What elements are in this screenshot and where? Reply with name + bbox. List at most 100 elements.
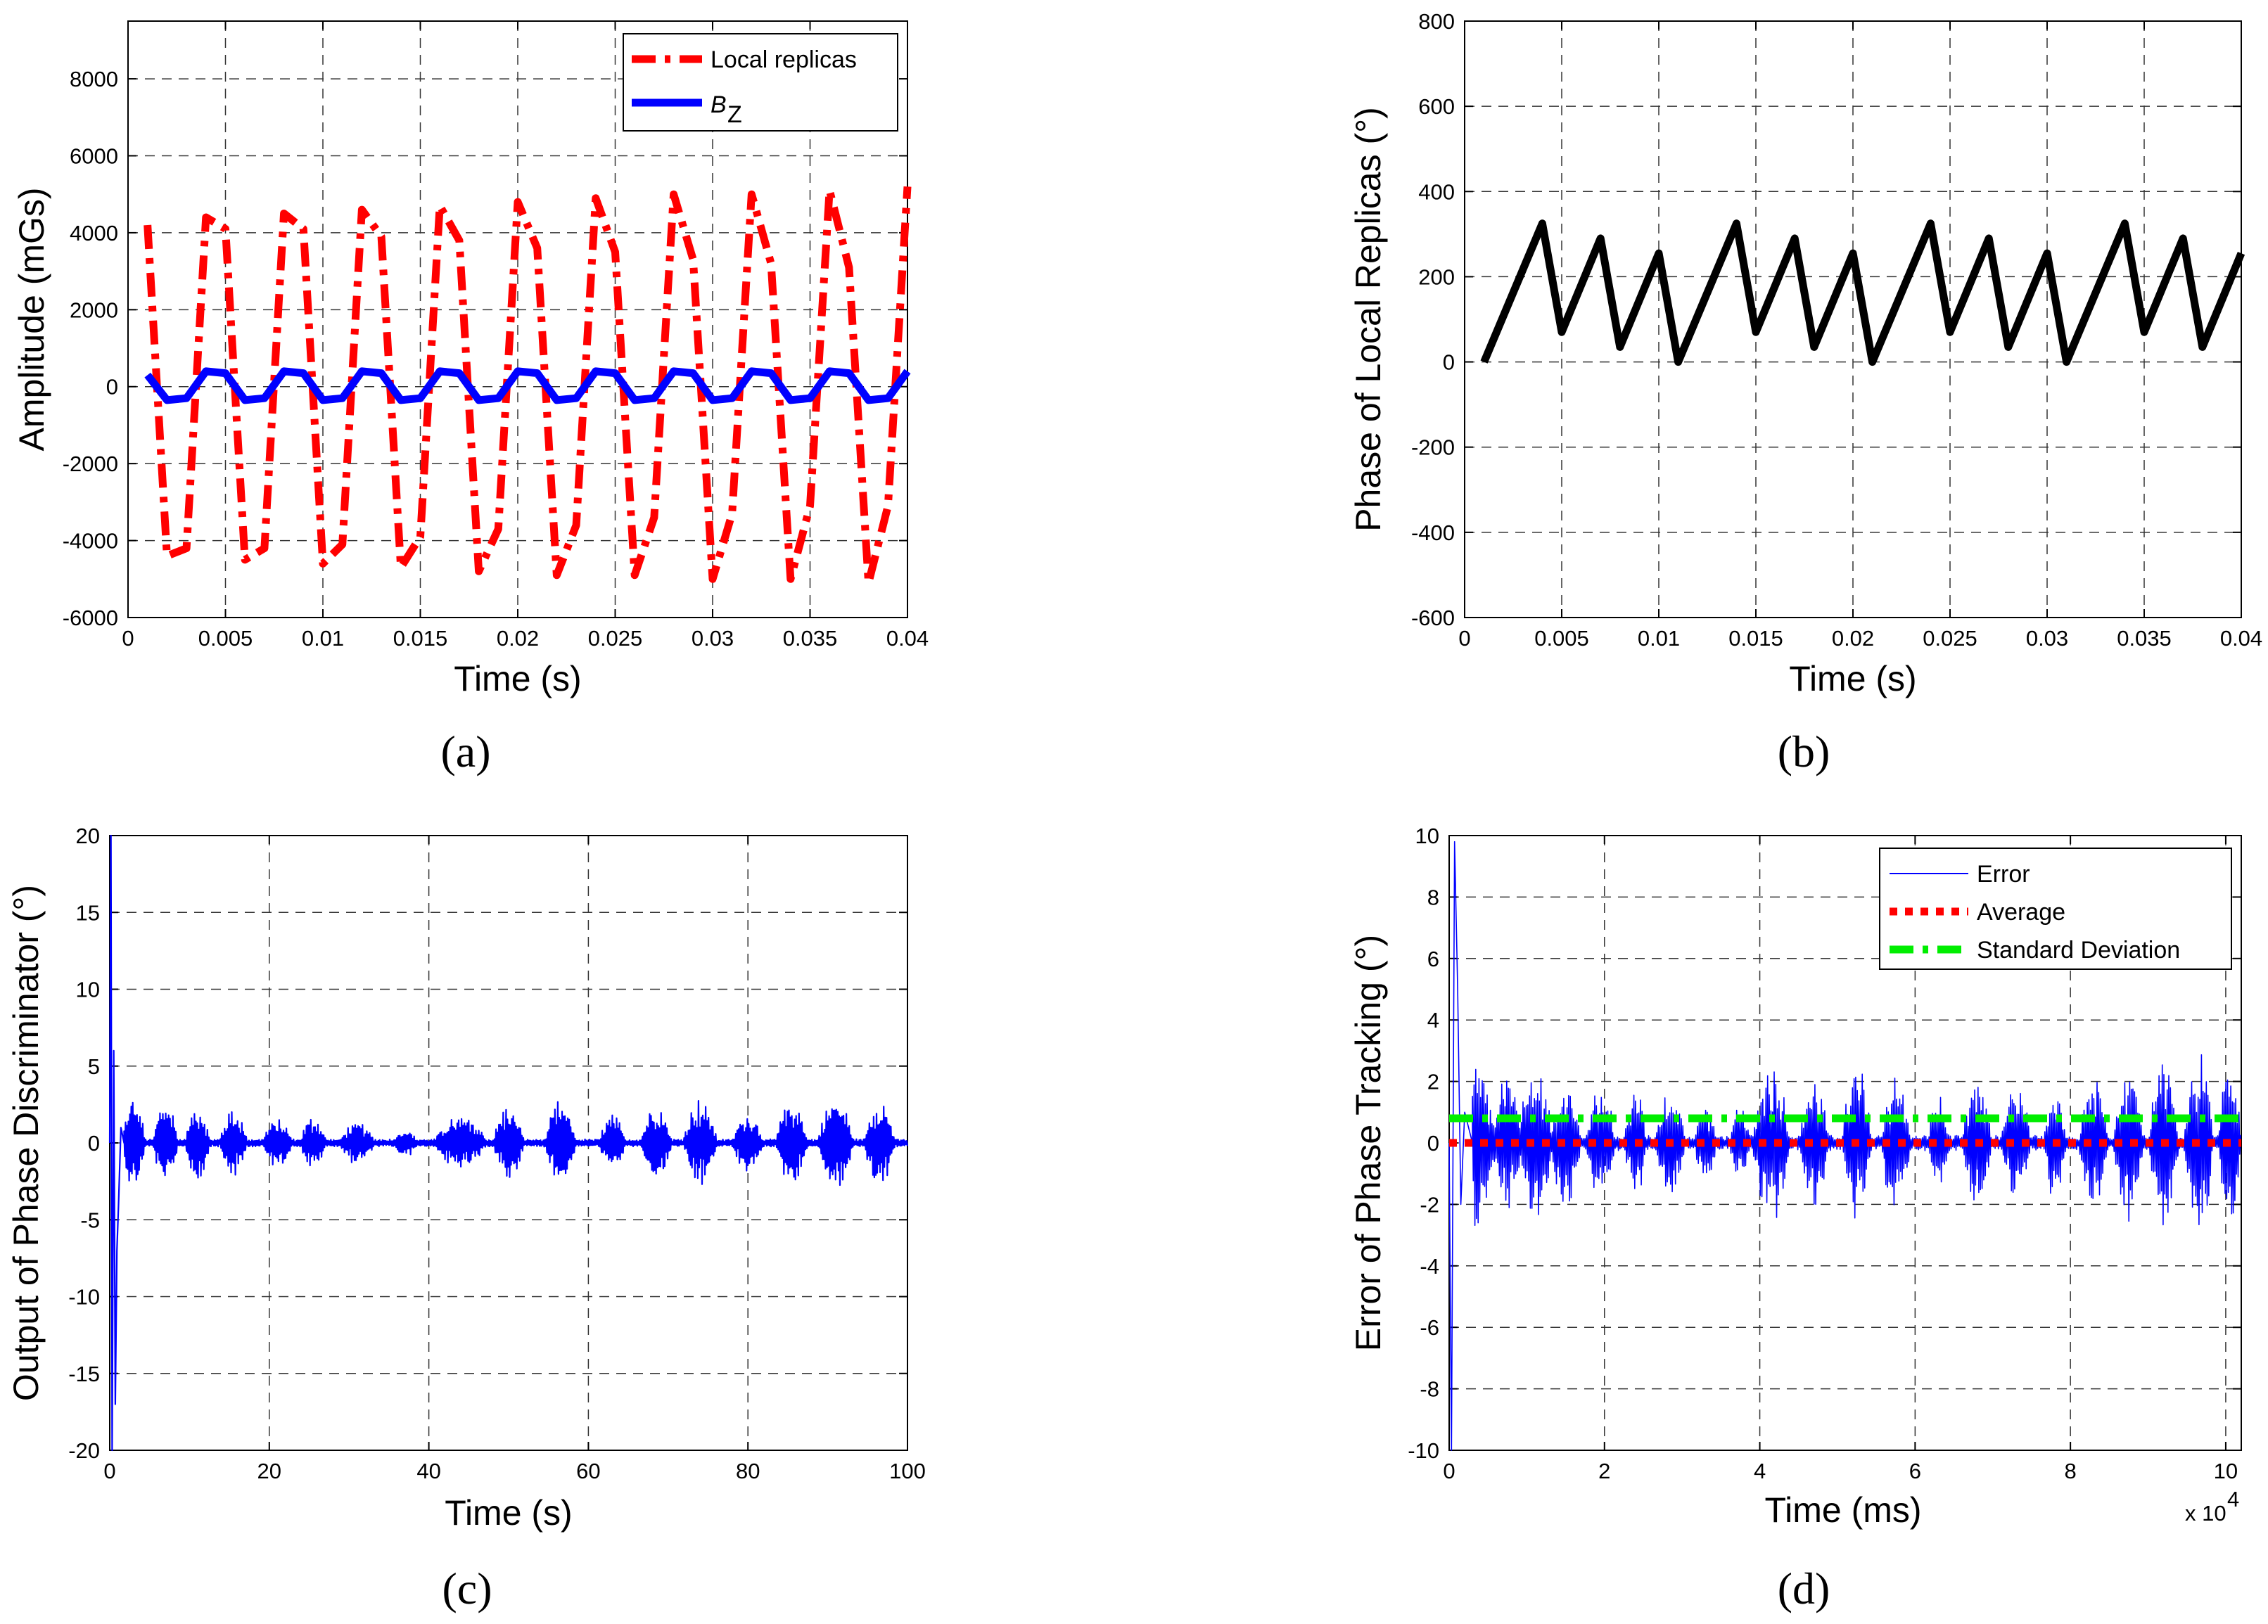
legend-label-bz-subscript: Z (727, 101, 742, 128)
y-tick-label: -15 (68, 1362, 100, 1386)
caption-b: (b) (1778, 727, 1830, 776)
panel-b: 0 0.005 0.01 0.015 0.02 0.025 0.03 0.035 0.04 -60… (1349, 9, 2262, 776)
panel-a-ticks: 0 0.005 0.01 0.015 0.02 0.025 0.03 0.035 0.04 -60… (63, 21, 929, 651)
x-tick-label: 0.025 (1923, 626, 1977, 651)
x-tick-label: 0 (103, 1459, 115, 1483)
series-local-replicas (144, 186, 912, 587)
y-tick-label: 4 (1427, 1008, 1439, 1032)
y-tick-label: 0 (88, 1131, 100, 1156)
x-tick-label: 2 (1598, 1459, 1610, 1483)
panel-a-ylabel: Amplitude (mGs) (12, 187, 51, 451)
panel-a-series (144, 186, 912, 587)
panel-c-series (108, 834, 908, 1452)
x-tick-label: 0.015 (393, 626, 448, 651)
legend-label-average: Average (1977, 899, 2065, 926)
panel-d-series (1448, 840, 2241, 1451)
y-tick-label: -2 (1420, 1192, 1439, 1217)
panel-d-ylabel: Error of Phase Tracking (°) (1349, 935, 1388, 1351)
y-tick-label: 200 (1418, 264, 1455, 289)
x-tick-label: 80 (736, 1459, 760, 1483)
y-tick-label: 6000 (70, 143, 118, 168)
panel-b-grid (1465, 21, 2241, 618)
legend-label-error: Error (1977, 861, 2030, 888)
y-tick-label: 600 (1418, 94, 1455, 119)
panel-b-ticks: 0 0.005 0.01 0.015 0.02 0.025 0.03 0.035 0.04 -60… (1411, 9, 2262, 651)
y-tick-label: -6000 (63, 606, 118, 630)
panel-b-ylabel: Phase of Local Replicas (°) (1349, 107, 1388, 532)
y-tick-label: -200 (1411, 435, 1455, 460)
x-tick-label: 6 (1909, 1459, 1921, 1483)
y-tick-label: -20 (68, 1438, 100, 1463)
x-tick-label: 0.01 (302, 626, 344, 651)
y-tick-label: -4000 (63, 529, 118, 554)
y-tick-label: -600 (1411, 606, 1455, 630)
y-tick-label: 6 (1427, 947, 1439, 971)
x-tick-label: 10 (2214, 1459, 2238, 1483)
panel-b-xlabel: Time (s) (1789, 659, 1916, 698)
y-tick-label: 400 (1418, 179, 1455, 204)
y-tick-label: 15 (76, 900, 100, 925)
panel-d-xlabel: Time (ms) (1764, 1490, 1921, 1530)
panel-d: 0 2 4 6 8 10 -10 -8 -6 -4 -2 0 2 4 6 8 10 Time (ms) Erro… (1349, 824, 2242, 1613)
y-tick-label: 5 (88, 1054, 100, 1079)
y-tick-label: 8 (1427, 885, 1439, 909)
x-tick-label: 40 (416, 1459, 440, 1483)
y-tick-label: 4000 (70, 221, 118, 245)
y-tick-label: -10 (1408, 1438, 1439, 1463)
y-tick-label: 800 (1418, 9, 1455, 34)
series-discriminator-output (108, 834, 908, 1452)
panel-c-ylabel: Output of Phase Discriminator (°) (6, 885, 46, 1401)
x-tick-label: 0.04 (886, 626, 929, 651)
y-tick-label: 0 (1427, 1131, 1439, 1156)
panel-a-xlabel: Time (s) (454, 659, 581, 698)
y-tick-label: 20 (76, 824, 100, 848)
panel-d-x-multiplier: x 10 (2185, 1501, 2226, 1526)
caption-d: (d) (1778, 1564, 1830, 1613)
x-tick-label: 0.04 (2220, 626, 2262, 651)
panel-c-ticks: 0 20 40 60 80 100 -20 -15 -10 -5 0 5 10 15 20 (68, 824, 926, 1483)
y-tick-label: 0 (1443, 350, 1455, 375)
x-tick-label: 60 (576, 1459, 600, 1483)
y-tick-label: -6 (1420, 1315, 1439, 1340)
y-tick-label: -10 (68, 1285, 100, 1310)
x-tick-label: 0.02 (497, 626, 539, 651)
panel-c: 0 20 40 60 80 100 -20 -15 -10 -5 0 5 10 15 20 Time (s)… (6, 824, 926, 1613)
x-tick-label: 0.03 (2026, 626, 2068, 651)
x-tick-label: 0 (1443, 1459, 1455, 1483)
y-tick-label: 10 (1415, 824, 1439, 848)
y-tick-label: 0 (106, 375, 118, 399)
panel-c-xlabel: Time (s) (445, 1493, 572, 1533)
x-tick-label: 0.035 (2117, 626, 2172, 651)
caption-c: (c) (442, 1564, 492, 1613)
x-tick-label: 0.025 (588, 626, 643, 651)
x-tick-label: 0 (122, 626, 134, 651)
legend-label-local-replicas: Local replicas (711, 46, 857, 73)
y-tick-label: -8 (1420, 1377, 1439, 1402)
caption-a: (a) (440, 727, 490, 776)
panel-a: 0 0.005 0.01 0.015 0.02 0.025 0.03 0.035 0.04 -60… (12, 20, 929, 776)
legend-label-bz: B (711, 91, 727, 118)
y-tick-label: -400 (1411, 520, 1455, 545)
y-tick-label: 8000 (70, 67, 118, 91)
x-tick-label: 0 (1458, 626, 1470, 651)
panel-d-legend: Error Average Standard Deviation (1879, 848, 2232, 970)
x-tick-label: 0.01 (1638, 626, 1680, 651)
y-tick-label: -5 (80, 1208, 100, 1232)
panel-a-legend: Local replicas B Z (623, 33, 898, 132)
x-tick-label: 0.015 (1728, 626, 1783, 651)
series-phase (1480, 219, 2245, 366)
y-tick-label: 2 (1427, 1070, 1439, 1094)
x-tick-label: 0.03 (692, 626, 734, 651)
panel-d-x-multiplier-exponent: 4 (2227, 1487, 2239, 1511)
x-tick-label: 0.005 (198, 626, 253, 651)
legend-label-standard-deviation: Standard Deviation (1977, 937, 2180, 964)
y-tick-label: -4 (1420, 1254, 1439, 1279)
series-bz (144, 367, 911, 404)
x-tick-label: 0.02 (1832, 626, 1874, 651)
y-tick-label: -2000 (63, 452, 118, 476)
panel-d-ticks: 0 2 4 6 8 10 -10 -8 -6 -4 -2 0 2 4 6 8 10 (1408, 824, 2241, 1483)
y-tick-label: 10 (76, 978, 100, 1002)
panel-a-legend-box (623, 33, 898, 132)
x-tick-label: 20 (257, 1459, 281, 1483)
panel-b-series (1480, 219, 2245, 366)
